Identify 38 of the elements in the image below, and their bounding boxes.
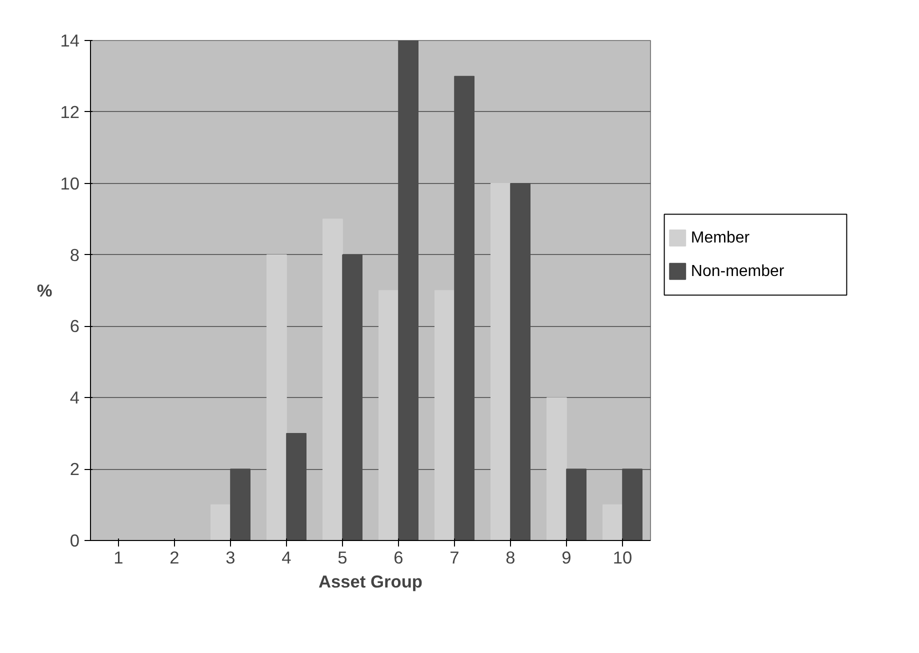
y-tick-label: 4 xyxy=(70,388,80,408)
legend-label: Member xyxy=(690,230,750,247)
y-tick-label: 14 xyxy=(60,30,80,50)
bar xyxy=(490,182,511,540)
bar xyxy=(622,468,642,540)
bar xyxy=(602,504,623,540)
x-tick-label: 4 xyxy=(282,548,292,568)
y-tick-label: 12 xyxy=(60,102,80,122)
x-axis-title: Asset Group xyxy=(318,572,423,592)
x-tick-label: 6 xyxy=(394,548,404,568)
x-tick-label: 9 xyxy=(562,548,572,568)
x-tick-label: 2 xyxy=(170,548,180,568)
bar xyxy=(230,468,250,540)
y-tick-label: 6 xyxy=(70,316,80,336)
y-tick-label: 2 xyxy=(70,459,80,480)
bar xyxy=(210,504,231,540)
bar xyxy=(566,468,586,540)
x-tick-label: 8 xyxy=(506,548,516,568)
x-tick-label: 1 xyxy=(114,548,124,568)
bar xyxy=(286,432,306,540)
y-tick-label: 10 xyxy=(60,173,80,194)
x-tick-label: 10 xyxy=(612,548,632,568)
x-tick-label: 3 xyxy=(226,548,236,568)
bar xyxy=(266,254,287,540)
bar xyxy=(378,290,399,540)
bar xyxy=(322,218,343,540)
bar xyxy=(546,397,567,540)
x-tick-label: 5 xyxy=(338,548,348,568)
x-tick-label: 7 xyxy=(450,548,460,568)
bar xyxy=(342,254,362,540)
y-tick-label: 8 xyxy=(70,244,80,265)
y-tick-label: 0 xyxy=(70,530,80,550)
y-axis-title: % xyxy=(36,280,52,300)
legend-label: Non-member xyxy=(690,262,785,280)
bar xyxy=(510,182,530,540)
bar xyxy=(454,76,474,540)
bar xyxy=(398,40,418,540)
bar xyxy=(434,290,455,540)
